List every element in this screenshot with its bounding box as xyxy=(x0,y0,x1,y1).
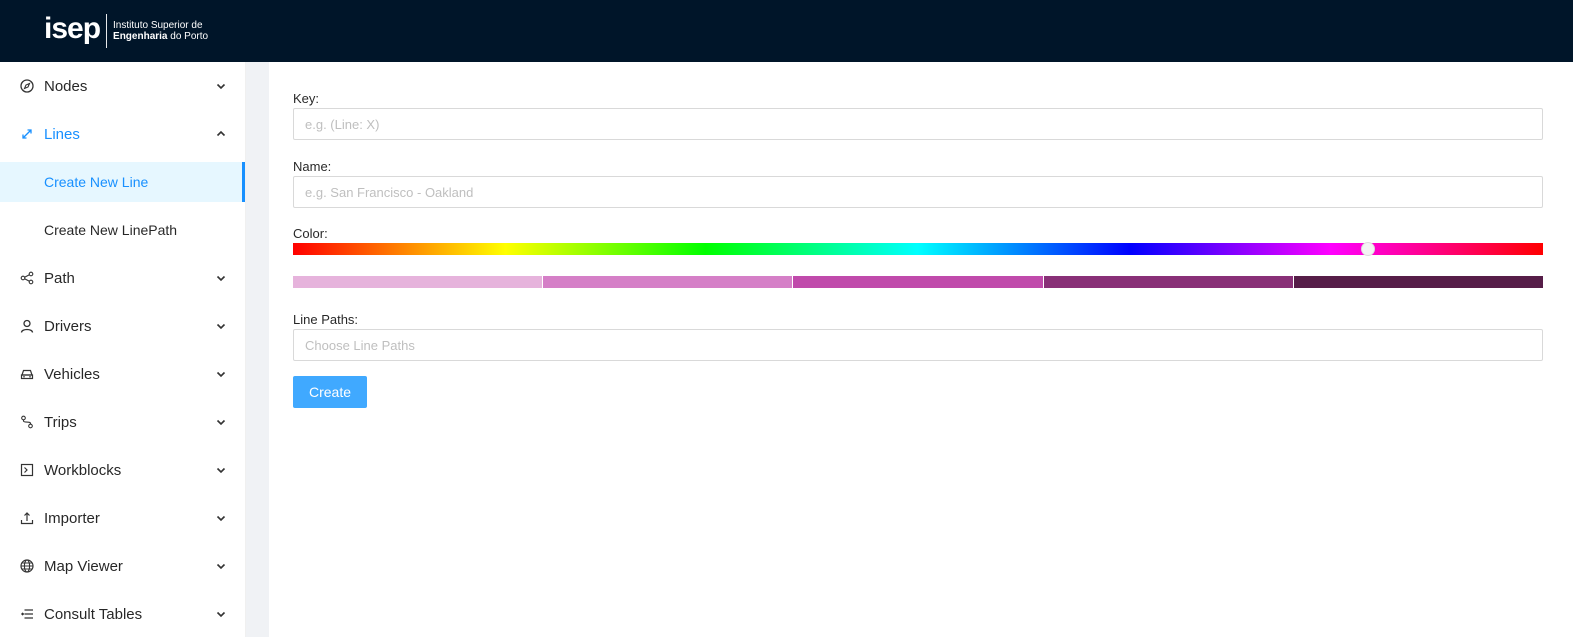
sidebar-item-label: Map Viewer xyxy=(44,557,123,575)
hue-slider-handle[interactable] xyxy=(1361,242,1375,256)
sidebar-item-label: Drivers xyxy=(44,317,92,335)
sidebar-item-label: Importer xyxy=(44,509,100,527)
isep-logo[interactable]: isep Instituto Superior de Engenharia do… xyxy=(44,0,208,62)
top-header: isep Instituto Superior de Engenharia do… xyxy=(0,0,1573,62)
key-label: Key: xyxy=(293,91,320,106)
color-swatch[interactable] xyxy=(543,276,793,288)
chevron-down-icon xyxy=(215,416,227,428)
chevron-down-icon xyxy=(215,512,227,524)
sidebar: Nodes Lines Create New Line Create New L… xyxy=(0,62,246,637)
sidebar-item-importer[interactable]: Importer xyxy=(0,498,245,538)
sidebar-item-path[interactable]: Path xyxy=(0,258,245,298)
sidebar-item-label: Workblocks xyxy=(44,461,122,479)
color-label: Color: xyxy=(293,226,328,241)
user-icon xyxy=(20,319,34,333)
sidebar-item-consult-tables[interactable]: Consult Tables xyxy=(0,594,245,634)
line-paths-label: Line Paths: xyxy=(293,312,359,327)
share-icon xyxy=(20,271,34,285)
color-swatch[interactable] xyxy=(793,276,1043,288)
main-content: Key: Name: Color: Line Paths: Create xyxy=(269,62,1573,637)
chevron-down-icon xyxy=(215,80,227,92)
sidebar-item-label: Consult Tables xyxy=(44,605,143,623)
compass-icon xyxy=(20,79,34,93)
color-swatch[interactable] xyxy=(1043,276,1293,288)
chevron-down-icon xyxy=(215,272,227,284)
sidebar-item-map-viewer[interactable]: Map Viewer xyxy=(0,546,245,586)
sidebar-item-trips[interactable]: Trips xyxy=(0,402,245,442)
sidebar-subitem-label: Create New Line xyxy=(44,174,149,190)
sidebar-item-label: Lines xyxy=(44,125,80,143)
chevron-down-icon xyxy=(215,560,227,572)
chevron-up-icon xyxy=(215,128,227,140)
sidebar-item-workblocks[interactable]: Workblocks xyxy=(0,450,245,490)
sidebar-item-vehicles[interactable]: Vehicles xyxy=(0,354,245,394)
globe-icon xyxy=(20,559,34,573)
color-swatch[interactable] xyxy=(293,276,543,288)
route-icon xyxy=(20,415,34,429)
sidebar-item-lines[interactable]: Lines xyxy=(0,114,245,154)
arrows-diagonal-icon xyxy=(20,127,34,141)
chevron-down-icon xyxy=(215,464,227,476)
sidebar-item-label: Vehicles xyxy=(44,365,100,383)
color-swatch[interactable] xyxy=(1293,276,1544,288)
logo-divider xyxy=(106,14,108,48)
chevron-down-icon xyxy=(215,320,227,332)
name-input[interactable] xyxy=(293,176,1543,208)
code-icon xyxy=(20,463,34,477)
hue-slider[interactable] xyxy=(293,242,1543,256)
sidebar-subitem-label: Create New LinePath xyxy=(44,222,178,238)
sidebar-subitem-create-new-line[interactable]: Create New Line xyxy=(0,162,245,202)
color-swatches xyxy=(293,276,1544,288)
sidebar-item-drivers[interactable]: Drivers xyxy=(0,306,245,346)
line-paths-select[interactable] xyxy=(293,329,1543,361)
sidebar-item-nodes[interactable]: Nodes xyxy=(0,66,245,106)
sidebar-item-label: Path xyxy=(44,269,75,287)
logo-line-2-bold: Engenharia xyxy=(113,31,168,42)
logo-line-1: Instituto Superior de xyxy=(113,20,203,31)
chevron-down-icon xyxy=(215,608,227,620)
create-line-form: Key: Name: Color: Line Paths: Create xyxy=(293,90,1544,408)
logo-line-2: Engenharia do Porto xyxy=(113,31,208,42)
chevron-down-icon xyxy=(215,368,227,380)
hue-gradient-track[interactable] xyxy=(293,243,1543,255)
logo-text: Instituto Superior de Engenharia do Port… xyxy=(113,20,208,42)
sidebar-item-label: Nodes xyxy=(44,77,88,95)
name-label: Name: xyxy=(293,159,332,174)
key-input[interactable] xyxy=(293,108,1543,140)
create-button[interactable]: Create xyxy=(293,376,368,408)
sidebar-item-label: Trips xyxy=(44,413,77,431)
car-icon xyxy=(20,367,34,381)
list-icon xyxy=(20,607,34,621)
sidebar-subitem-create-new-linepath[interactable]: Create New LinePath xyxy=(0,210,245,250)
upload-icon xyxy=(20,511,34,525)
logo-mark: isep xyxy=(44,12,101,45)
logo-line-2-rest: do Porto xyxy=(167,31,209,42)
